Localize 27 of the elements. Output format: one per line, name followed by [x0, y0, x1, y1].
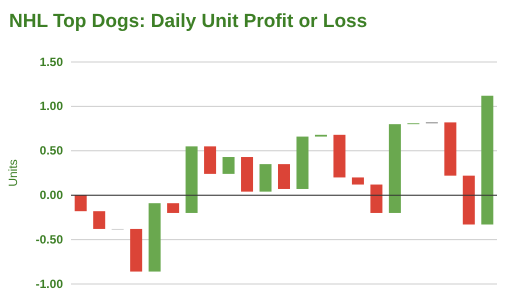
bar	[370, 184, 382, 213]
bar	[167, 203, 180, 213]
y-tick-label: 1.00	[40, 99, 64, 114]
bar	[388, 124, 401, 213]
y-tick-label: 0.00	[40, 188, 64, 202]
bar	[481, 96, 494, 225]
bar	[93, 211, 106, 229]
bar	[186, 146, 198, 213]
bar	[130, 228, 142, 272]
bar	[296, 136, 308, 189]
bar	[352, 177, 364, 185]
bar	[260, 164, 272, 192]
y-tick-label: -0.50	[36, 232, 64, 246]
bar	[204, 146, 216, 174]
y-tick-label: 1.50	[40, 54, 64, 69]
bar	[278, 164, 290, 189]
y-axis-title: Units	[6, 159, 20, 187]
bar	[74, 195, 87, 212]
bar	[462, 176, 475, 225]
bar	[222, 157, 235, 174]
y-tick-label: -1.00	[36, 276, 64, 291]
bar	[333, 134, 346, 178]
y-tick-label: 0.50	[40, 144, 64, 158]
bar	[241, 157, 254, 192]
bar	[148, 203, 161, 272]
chart-title: NHL Top Dogs: Daily Unit Profit or Loss	[9, 11, 368, 32]
bar	[444, 122, 456, 176]
